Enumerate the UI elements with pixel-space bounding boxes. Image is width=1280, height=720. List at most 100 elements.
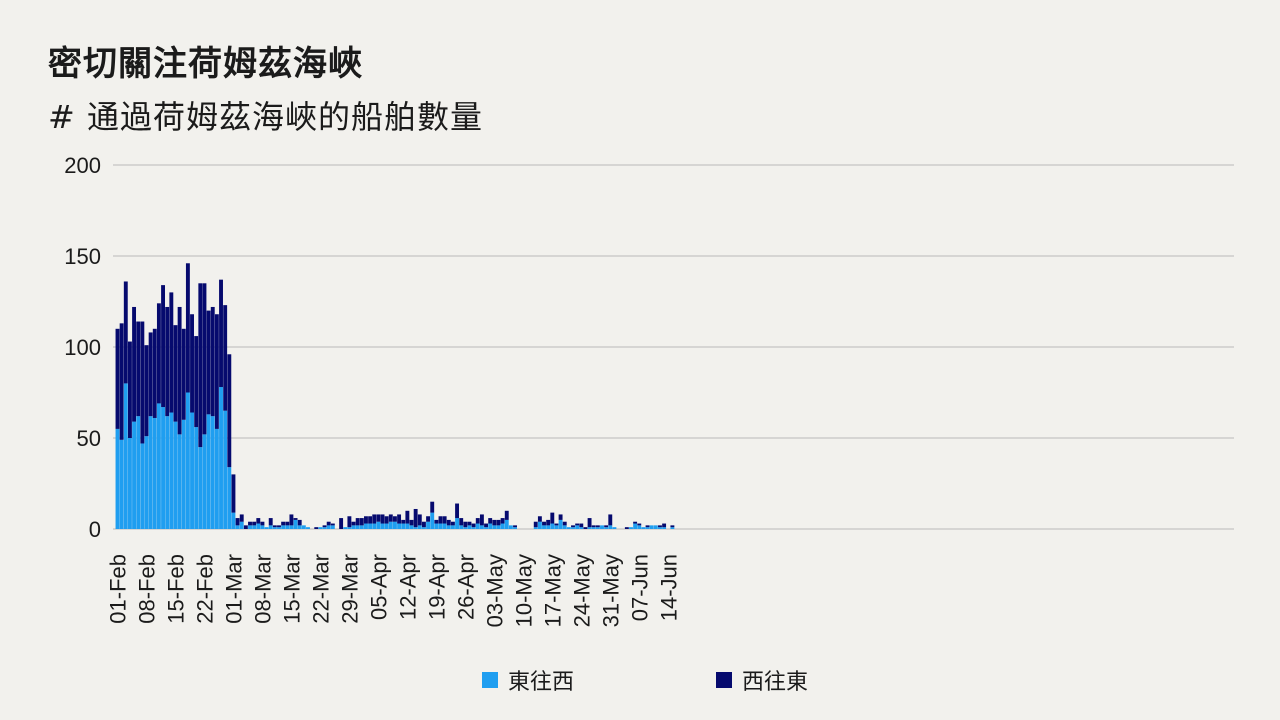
bar-eastwest xyxy=(496,525,501,529)
bar-westeast xyxy=(314,527,319,529)
bar-eastwest xyxy=(214,428,219,529)
bar-westeast xyxy=(351,521,356,526)
bar-eastwest xyxy=(384,523,389,529)
bar-westeast xyxy=(368,516,373,524)
bar-eastwest xyxy=(198,447,203,529)
bar-eastwest xyxy=(542,525,546,529)
bar-westeast xyxy=(223,305,228,411)
bar-westeast xyxy=(467,521,472,526)
chart-subtitle: # 通過荷姆茲海峽的船舶數量 xyxy=(48,98,483,136)
bar-westeast xyxy=(624,527,629,529)
bar-eastwest xyxy=(653,525,658,529)
bar-westeast xyxy=(355,518,360,526)
bar-westeast xyxy=(252,521,257,526)
bar-westeast xyxy=(450,521,455,526)
bar-westeast xyxy=(206,310,211,415)
bar-eastwest xyxy=(219,387,223,529)
bar-westeast xyxy=(330,523,335,526)
bar-eastwest xyxy=(289,525,294,529)
bar-westeast xyxy=(123,281,128,384)
bar-eastwest xyxy=(591,527,596,529)
bar-westeast xyxy=(542,521,546,526)
bar-eastwest xyxy=(260,525,265,529)
y-axis-tick-labels: 0 50 100 150 200 xyxy=(64,153,101,542)
bar-eastwest xyxy=(488,523,493,529)
x-tick-label: 14-Jun xyxy=(656,554,681,621)
bar-eastwest xyxy=(600,525,604,529)
bar-eastwest xyxy=(417,525,422,529)
bar-eastwest xyxy=(637,525,642,529)
bar-eastwest xyxy=(181,419,186,529)
bar-eastwest xyxy=(297,525,302,529)
bar-eastwest xyxy=(479,525,484,529)
y-tick-label: 0 xyxy=(89,517,101,542)
bar-eastwest xyxy=(513,527,517,529)
bar-westeast xyxy=(587,518,592,528)
bar-eastwest xyxy=(285,525,290,529)
bar-eastwest xyxy=(368,523,373,529)
bar-eastwest xyxy=(330,525,335,529)
bar-westeast xyxy=(339,518,344,529)
bar-eastwest xyxy=(326,525,331,529)
legend-label-westeast: 西往東 xyxy=(742,670,809,695)
bar-westeast xyxy=(376,514,381,522)
bar-eastwest xyxy=(554,525,559,529)
bar-eastwest xyxy=(372,523,377,529)
bar-westeast xyxy=(297,519,302,526)
bar-eastwest xyxy=(438,523,443,529)
bar-eastwest xyxy=(380,523,385,529)
bar-eastwest xyxy=(546,525,551,529)
x-tick-label: 24-May xyxy=(569,554,594,627)
bar-westeast xyxy=(285,521,290,526)
bar-eastwest xyxy=(533,527,538,529)
bar-eastwest xyxy=(235,525,240,529)
bar-eastwest xyxy=(401,523,406,529)
y-tick-label: 100 xyxy=(64,335,101,360)
bar-eastwest xyxy=(658,527,662,529)
bar-westeast xyxy=(471,523,476,528)
bar-westeast xyxy=(148,332,153,417)
bar-westeast xyxy=(256,518,261,524)
bar-westeast xyxy=(161,285,166,408)
bar-eastwest xyxy=(397,523,402,529)
bar-eastwest xyxy=(156,403,161,529)
bar-westeast xyxy=(127,341,132,438)
bar-eastwest xyxy=(446,525,451,529)
bar-westeast xyxy=(165,306,170,417)
bar-westeast xyxy=(227,354,232,468)
bar-eastwest xyxy=(649,525,654,529)
bar-eastwest xyxy=(248,525,252,529)
y-tick-label: 50 xyxy=(77,426,101,451)
bar-eastwest xyxy=(152,417,157,529)
bar-eastwest xyxy=(442,523,447,529)
legend-swatch-westeast xyxy=(716,672,732,688)
bar-eastwest xyxy=(177,434,182,529)
x-tick-label: 26-Apr xyxy=(453,554,478,620)
bar-eastwest xyxy=(392,521,397,529)
bar-eastwest xyxy=(455,518,460,529)
x-tick-label: 07-Jun xyxy=(627,554,652,621)
bar-eastwest xyxy=(169,412,174,529)
bar-eastwest xyxy=(281,525,286,529)
bar-eastwest xyxy=(608,525,613,529)
bar-westeast xyxy=(575,523,580,526)
legend: 東往西 西往東 xyxy=(0,664,1280,698)
bar-eastwest xyxy=(210,416,215,529)
bar-westeast xyxy=(397,514,402,524)
bar-eastwest xyxy=(301,525,306,529)
bar-westeast xyxy=(537,516,542,522)
bar-eastwest xyxy=(123,383,128,529)
bar-westeast xyxy=(181,328,186,420)
x-tick-label: 22-Mar xyxy=(308,554,333,624)
bar-eastwest xyxy=(421,527,426,529)
bar-eastwest xyxy=(430,512,435,529)
bar-eastwest xyxy=(239,521,244,529)
bar-westeast xyxy=(504,510,509,520)
bar-eastwest xyxy=(562,525,567,529)
bar-eastwest xyxy=(227,467,232,529)
bar-eastwest xyxy=(426,521,431,529)
bar-eastwest xyxy=(413,527,418,529)
bar-eastwest xyxy=(484,527,488,529)
bar-westeast xyxy=(417,514,422,526)
bar-eastwest xyxy=(277,527,281,529)
